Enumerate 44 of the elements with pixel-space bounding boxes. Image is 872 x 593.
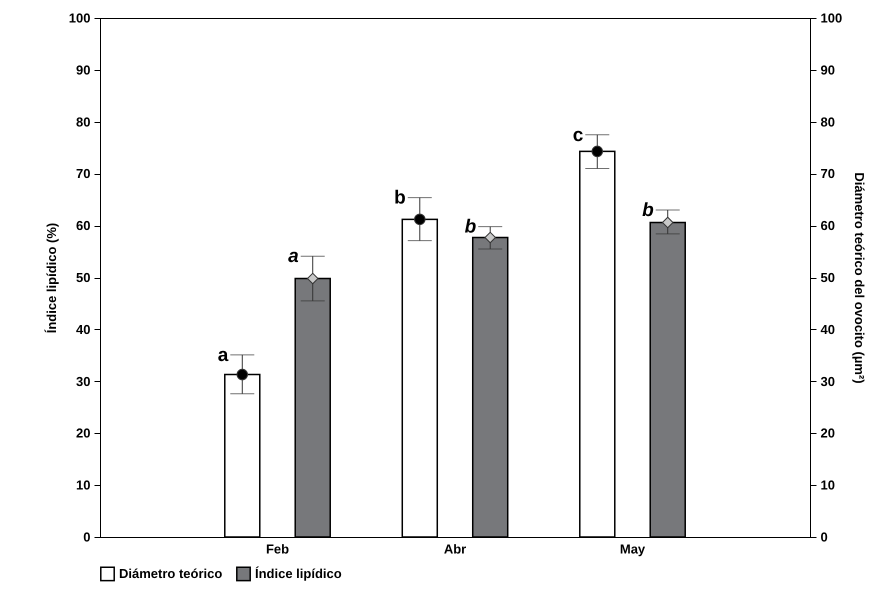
point: [414, 214, 426, 226]
bar: [649, 222, 686, 538]
data-label: a: [218, 344, 229, 366]
y-tick-label: 30: [76, 374, 90, 389]
bar: [472, 236, 508, 538]
y-tick-label: 90: [76, 62, 90, 78]
y-tick-label: 40: [76, 322, 90, 337]
y2-tick-label: 70: [820, 166, 835, 182]
y-tick-label: 20: [76, 426, 90, 441]
x-tick-label: Abr: [444, 542, 466, 556]
y2-tick-label: 50: [820, 270, 835, 285]
y2-tick-label: 40: [820, 322, 835, 337]
y2-tick-label: 30: [820, 374, 835, 389]
y2-tick-label: 80: [820, 114, 835, 130]
y-tick-label: 100: [68, 10, 90, 26]
data-label: c: [572, 124, 584, 146]
point: [662, 216, 674, 228]
data-label: a: [288, 246, 300, 268]
data-label: b: [394, 188, 406, 209]
point: [592, 146, 604, 158]
y2-tick-label: 100: [820, 10, 842, 26]
y2-tick-label: 60: [820, 218, 835, 234]
y-tick-label: 50: [76, 270, 90, 285]
point: [306, 272, 318, 284]
point: [236, 368, 248, 380]
y-tick-label: 80: [76, 114, 90, 130]
y-tick-label: 70: [76, 166, 90, 182]
y2-axis-title: Diámetro teórico del ovocito (µm²): [852, 172, 868, 384]
y2-tick-label: 20: [820, 426, 835, 441]
y2-tick-label: 90: [820, 62, 835, 78]
bar: [294, 278, 331, 538]
legend-label: Índice lipídico: [255, 566, 342, 581]
x-tick-label: Feb: [266, 542, 290, 556]
x-tick-label: May: [620, 542, 646, 556]
y2-tick-label: 10: [820, 478, 835, 493]
y-tick-label: 10: [76, 478, 90, 493]
y-tick-label: 60: [76, 218, 90, 234]
legend-label: Diámetro teórico: [119, 566, 222, 581]
data-label: b: [642, 200, 654, 222]
point: [484, 232, 496, 244]
y-axis-title: Índice lipídico (%): [44, 222, 59, 334]
y-tick-label: 0: [83, 530, 90, 544]
y2-tick-label: 0: [820, 530, 828, 544]
data-label: b: [464, 216, 477, 238]
